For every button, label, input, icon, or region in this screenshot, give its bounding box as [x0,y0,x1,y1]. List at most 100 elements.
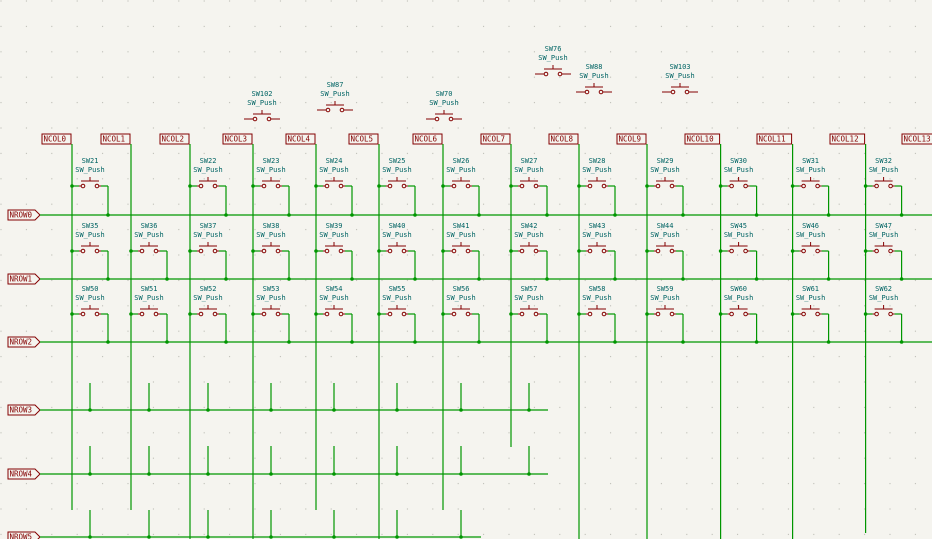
switch-contact [801,248,806,254]
junction [147,408,151,412]
switch-value: SW_Push [796,294,826,302]
column-label: NCOL12 [832,135,859,144]
row-label-box [7,531,41,539]
junction [754,213,759,217]
junction [477,340,481,344]
switch-contact [670,89,676,95]
row-label-box [7,468,41,480]
junction [70,312,74,316]
switch-contact [275,183,281,189]
junction [613,213,617,217]
junction [314,184,318,188]
switch-value: SW_Push [429,99,459,107]
junction [188,249,192,253]
switch-value: SW_Push [869,294,899,302]
switch-contact [198,311,204,317]
switch-contact [275,248,281,254]
junction [613,340,617,344]
column-label: NCOL3 [225,135,248,144]
column-label-box [901,133,932,145]
column-label: NCOL11 [759,135,786,144]
junction [577,312,581,316]
switch-contact [80,248,86,254]
switch-ref: SW38 [263,222,280,230]
switch-value: SW_Push [724,294,754,302]
column-label-box [616,133,647,145]
switch-contact [519,183,525,189]
switch-contact [655,183,661,189]
junction [332,408,336,412]
switch-contact [815,248,820,254]
column-label: NCOL6 [415,135,438,144]
junction [509,249,513,253]
junction [459,535,463,539]
switch-ref: SW56 [453,285,470,293]
junction [645,184,649,188]
junction [188,184,192,188]
switch-ref: SW50 [82,285,99,293]
switch-value: SW_Push [193,231,223,239]
switch-ref: SW57 [521,285,538,293]
switch-contact [669,248,675,254]
switch-contact [533,183,539,189]
switch-ref: SW62 [875,285,892,293]
switch-value: SW_Push [446,294,476,302]
junction [899,340,904,344]
junction [106,213,110,217]
junction [251,249,255,253]
switch-contact [655,248,661,254]
column-label: NCOL9 [619,135,642,144]
row-label: NROW0 [10,211,33,220]
switch-ref: SW22 [200,157,217,165]
switch-value: SW_Push [382,231,412,239]
switch-contact [153,248,159,254]
junction [251,184,255,188]
row-label-box [7,273,41,285]
column-label-box [159,133,190,145]
switch-contact [543,71,549,77]
junction [350,277,354,281]
switch-ref: SW23 [263,157,280,165]
switch-contact [669,311,675,317]
switch-value: SW_Push [382,166,412,174]
switch-contact [465,183,471,189]
junction [754,340,759,344]
junction [188,312,192,316]
switch-contact [557,71,563,77]
switch-value: SW_Push [514,231,544,239]
switch-value: SW_Push [650,166,680,174]
switch-contact [533,311,539,317]
switch-ref: SW25 [389,157,406,165]
switch-ref: SW37 [200,222,217,230]
switch-contact [324,311,330,317]
switch-contact [729,183,734,189]
junction [613,277,617,281]
junction [681,340,685,344]
switch-contact [519,311,525,317]
column-label-box [480,133,511,145]
junction [477,213,481,217]
junction [224,277,228,281]
junction [106,340,110,344]
switch-ref: SW60 [730,285,747,293]
junction [106,277,110,281]
switch-contact [275,311,281,317]
switch-contact [598,89,604,95]
switch-value: SW_Push [75,231,105,239]
switch-contact [94,311,100,317]
junction [863,312,868,316]
switch-value: SW_Push [582,294,612,302]
switch-ref: SW45 [730,222,747,230]
switch-value: SW_Push [650,231,680,239]
switch-contact [801,311,806,317]
switch-contact [729,311,734,317]
junction [377,312,381,316]
column-label-box [548,133,579,145]
switch-contact [601,248,607,254]
switch-ref: SW29 [657,157,674,165]
switch-ref: SW35 [82,222,99,230]
junction [545,213,549,217]
switch-value: SW_Push [796,231,826,239]
switch-contact [387,311,393,317]
switch-contact [252,116,258,122]
